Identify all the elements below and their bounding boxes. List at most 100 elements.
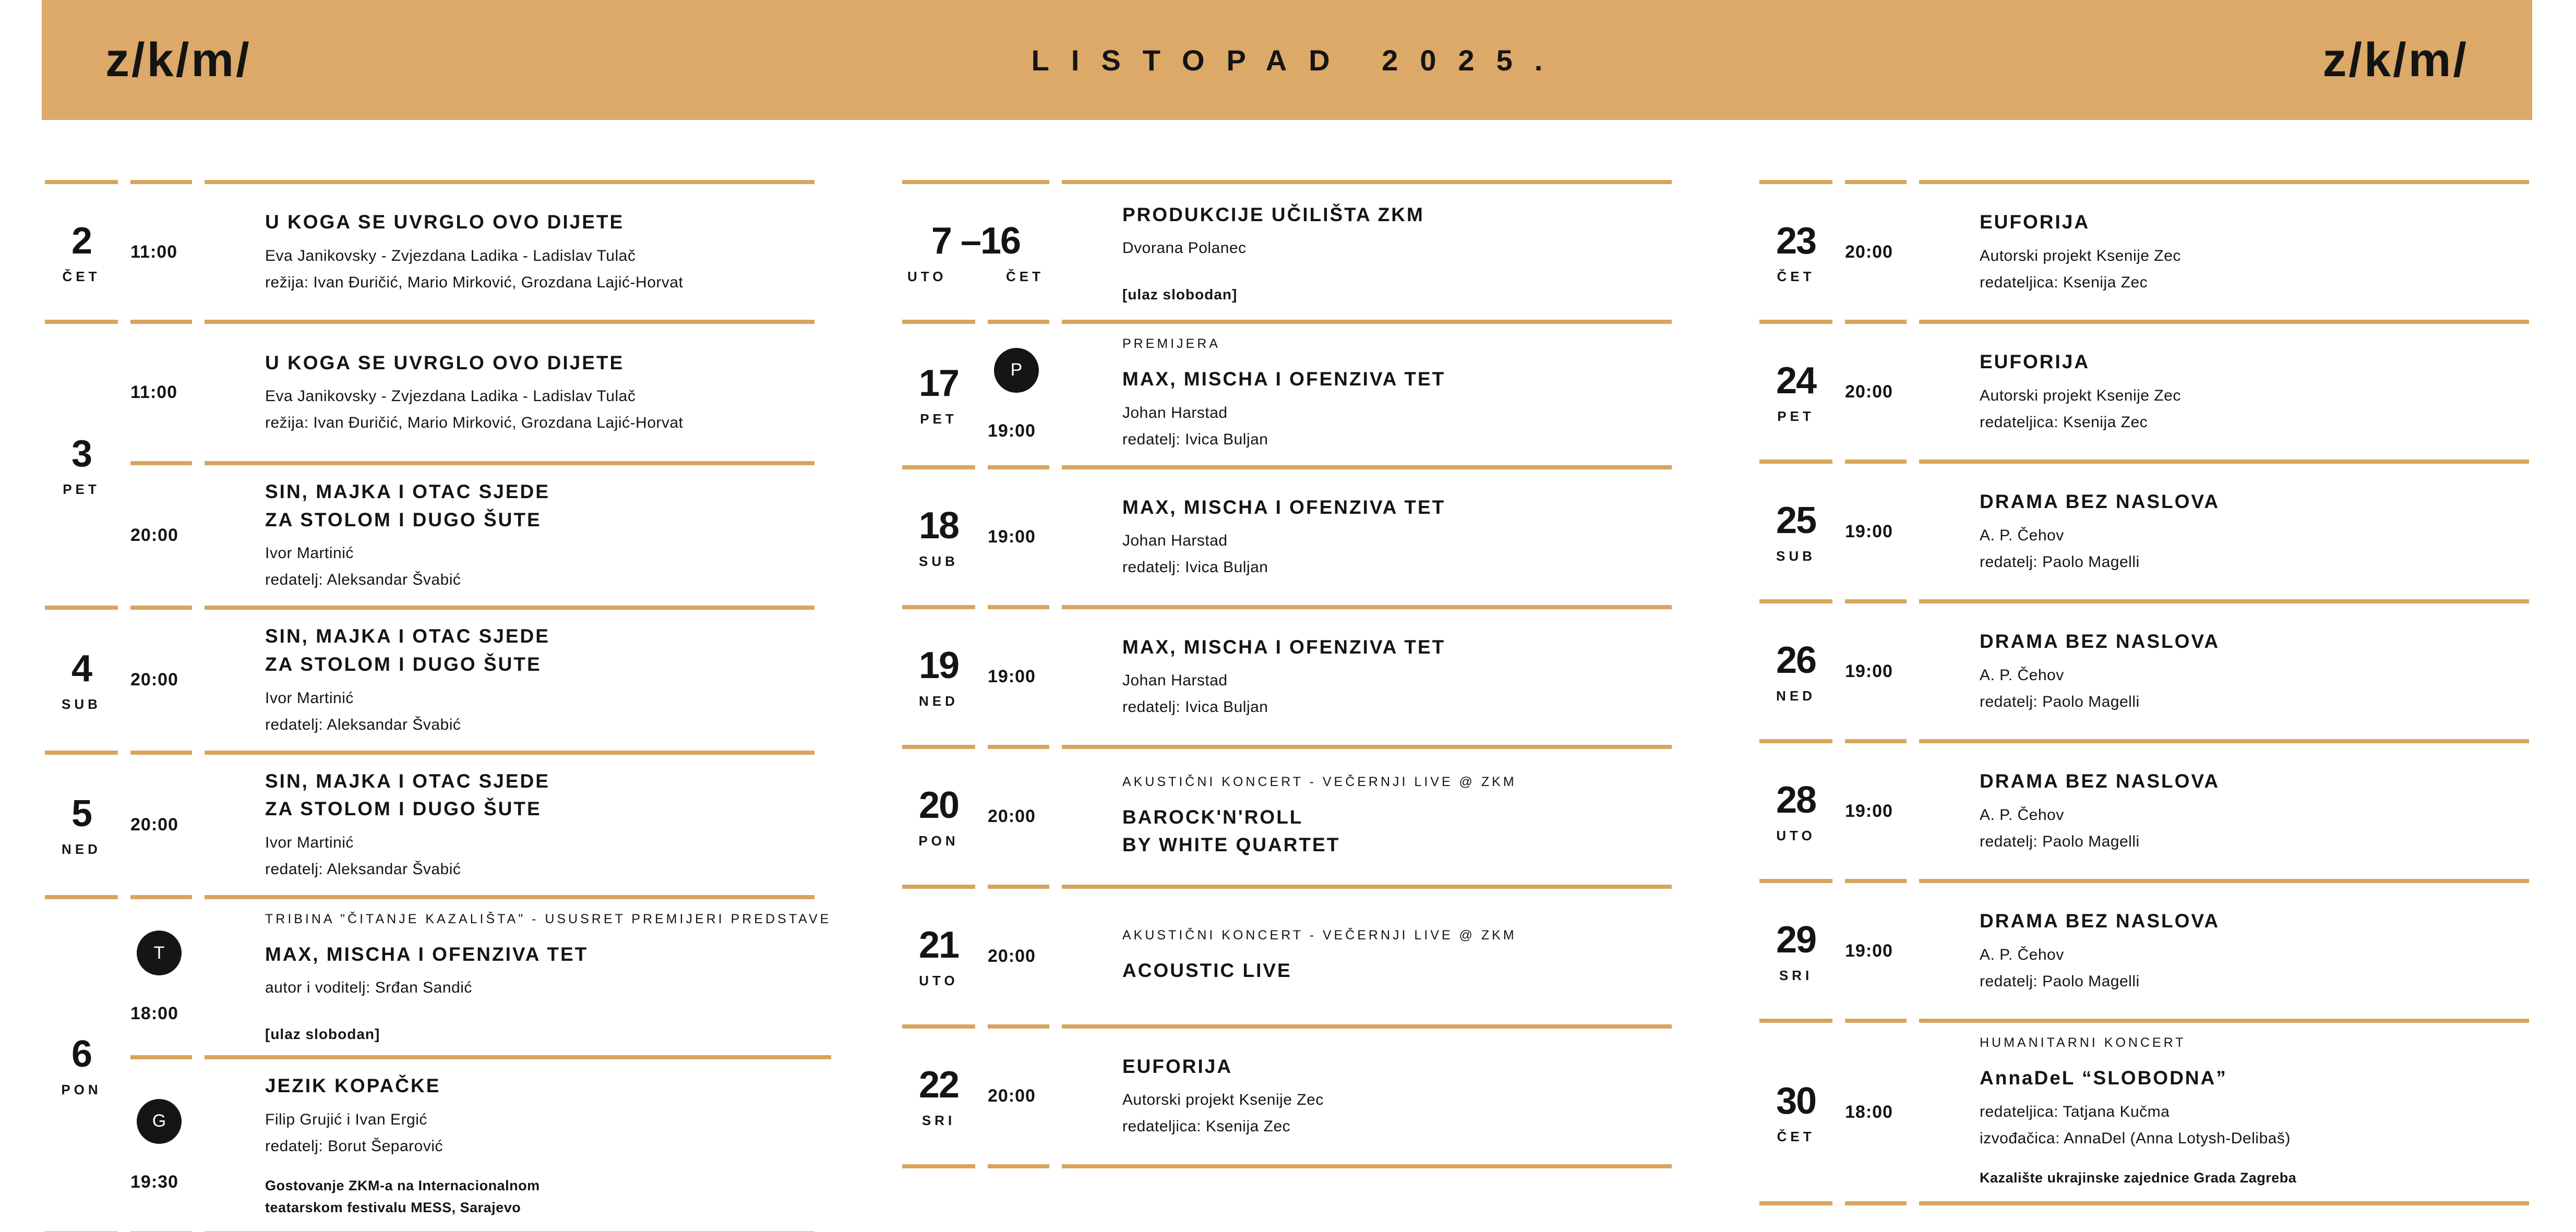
rule-dash-date — [902, 465, 975, 469]
date-cell: 6 PON — [45, 899, 118, 1231]
event-meta: autor i voditelj: Srđan Sandić — [265, 974, 831, 1001]
schedule-column: 23 ČET 20:00 EUFORIJA Autorski projekt Kseni… — [1759, 180, 2529, 1232]
event-time: 19:30 — [130, 1171, 178, 1192]
time-cell: 20:00 — [988, 889, 1049, 1024]
event: MAX, MISCHA I OFENZIVA TET Johan Harstad r… — [1062, 469, 1672, 605]
row-rules — [902, 605, 1672, 609]
event-time: 19:00 — [988, 527, 1036, 547]
date-number: 24 — [1776, 359, 1817, 402]
event: HUMANITARNI KONCERT AnnaDeL “SLOBODNA” red… — [1919, 1023, 2529, 1201]
schedule-row: 20 PON 20:00 AKUSTIČNI KONCERT - VEČERNJI L… — [902, 749, 1672, 885]
event-meta: A. P. Čehov redatelj: Paolo Magelli — [1980, 522, 2529, 575]
time-cell: 19:00 — [1845, 464, 1907, 599]
event-title: BAROCK'N'ROLL BY WHITE QUARTET — [1122, 803, 1672, 859]
day-labels: PET — [920, 411, 957, 427]
event-meta-line: režija: Ivan Đuričić, Mario Mirković, Gr… — [265, 414, 684, 432]
row-rules — [1759, 320, 2529, 324]
schedule-row: 4 SUB 20:00 SIN, MAJKA I OTAC SJEDE ZA STOLO… — [45, 610, 814, 750]
event-kicker: AKUSTIČNI KONCERT - VEČERNJI LIVE @ ZKM — [1122, 774, 1517, 789]
day-label: UTO — [919, 973, 958, 989]
rule-dash-date — [1759, 460, 1832, 464]
rule-dash-content — [1062, 320, 1672, 324]
event-meta: Ivor Martinić redatelj: Aleksandar Švabić — [265, 685, 814, 738]
date-cell: 23 ČET — [1759, 184, 1832, 320]
event-title-line: SIN, MAJKA I OTAC SJEDE — [265, 481, 550, 502]
event-title: SIN, MAJKA I OTAC SJEDE ZA STOLOM I DUGO … — [265, 622, 814, 678]
date-number: 28 — [1776, 779, 1817, 821]
event-kicker: PREMIJERA — [1122, 336, 1221, 351]
event-meta-line: redatelj: Paolo Magelli — [1980, 972, 2140, 990]
date-cell: 26 NED — [1759, 603, 1832, 739]
date-number: 26 — [1776, 639, 1817, 681]
day-label: SUB — [919, 553, 958, 570]
rule-dash-content — [1062, 465, 1672, 469]
event-meta-line: izvođačica: AnnaDel (Anna Lotysh-Delibaš… — [1980, 1129, 2291, 1147]
event-title-line: ZA STOLOM I DUGO ŠUTE — [265, 653, 542, 675]
event: EUFORIJA Autorski projekt Ksenije Zec reda… — [1062, 1029, 1672, 1164]
rule-dash-date — [45, 606, 118, 610]
event-kicker: HUMANITARNI KONCERT — [1980, 1035, 2186, 1050]
rule-dash-time — [130, 1231, 192, 1232]
event-time: 19:00 — [1845, 521, 1893, 541]
date-cell: 3 PET — [45, 324, 118, 606]
day-label: PET — [920, 410, 957, 427]
rule-dash-content — [205, 1231, 814, 1232]
rule-dash-date — [1759, 1201, 1832, 1206]
rule-dash-time — [1845, 180, 1907, 184]
row-rules — [1759, 1019, 2529, 1023]
date-number: 7 –16 — [931, 220, 1021, 262]
rule-dash-date — [45, 320, 118, 324]
event-meta-line: redateljica: Tatjana Kučma — [1980, 1103, 2170, 1120]
event-time: 19:00 — [988, 420, 1036, 441]
event-time: 19:00 — [1845, 940, 1893, 961]
event-title-line: DRAMA BEZ NASLOVA — [1980, 910, 2220, 932]
event-title-line: EUFORIJA — [1980, 211, 2090, 233]
event: U KOGA SE UVRGLO OVO DIJETE Eva Janikovsk… — [205, 324, 814, 461]
event-meta-line: redatelj: Aleksandar Švabić — [265, 860, 461, 878]
rule-dash-content — [1919, 1019, 2529, 1023]
rule-dash-date — [902, 180, 1049, 184]
rule-dash-date — [1759, 180, 1832, 184]
event-time: 20:00 — [988, 946, 1036, 967]
event-title: MAX, MISCHA I OFENZIVA TET — [1122, 633, 1672, 661]
day-label: SUB — [62, 696, 101, 712]
event-meta: Eva Janikovsky - Zvjezdana Ladika - Ladi… — [265, 383, 814, 436]
schedule-row: 24 PET 20:00 EUFORIJA Autorski projekt Kseni… — [1759, 324, 2529, 460]
date-number: 2 — [71, 220, 92, 262]
schedule-row: 22 SRI 20:00 EUFORIJA Autorski projekt Kseni… — [902, 1029, 1672, 1164]
zkm-logo-right: z/k/m/ — [2322, 33, 2469, 87]
time-cell: 19:00 — [988, 609, 1049, 745]
day-label: UTO — [907, 268, 947, 284]
event-title: MAX, MISCHA I OFENZIVA TET — [1122, 365, 1672, 393]
date-cell: 4 SUB — [45, 610, 118, 750]
event-meta-line: A. P. Čehov — [1980, 666, 2064, 684]
row-rules — [45, 750, 814, 755]
rule-dash-date — [902, 1164, 975, 1168]
event-meta-line: Autorski projekt Ksenije Zec — [1980, 386, 2181, 404]
day-label: ČET — [1777, 268, 1815, 284]
event-time: 20:00 — [1845, 241, 1893, 262]
event-title-line: DRAMA BEZ NASLOVA — [1980, 491, 2220, 513]
event: JEZIK KOPAČKE Filip Grujić i Ivan Ergić re… — [205, 1059, 831, 1231]
event-bold-note-line: Kazalište ukrajinske zajednice Grada Zag… — [1980, 1169, 2297, 1186]
event-meta: A. P. Čehov redatelj: Paolo Magelli — [1980, 662, 2529, 715]
day-label: PON — [61, 1081, 102, 1097]
rule-dash-date — [902, 884, 975, 889]
date-cell: 5 NED — [45, 755, 118, 895]
schedule-row: 26 NED 19:00 DRAMA BEZ NASLOVA A. P. Čehov re… — [1759, 603, 2529, 739]
event-badge-icon: P — [994, 347, 1039, 393]
event-bold-note-line: Gostovanje ZKM-a na Internacionalnom — [265, 1178, 540, 1194]
event: MAX, MISCHA I OFENZIVA TET Johan Harstad r… — [1062, 609, 1672, 745]
event-title-line: U KOGA SE UVRGLO OVO DIJETE — [265, 211, 625, 233]
date-number: 21 — [918, 924, 960, 967]
time-cell: P 19:00 — [988, 324, 1049, 465]
event-badge-icon: T — [137, 931, 182, 976]
event-meta-line: Autorski projekt Ksenije Zec — [1122, 1091, 1324, 1109]
event-meta-line: A. P. Čehov — [1980, 526, 2064, 544]
event-title-line: PRODUKCIJE UČILIŠTA ZKM — [1122, 203, 1424, 225]
rule-dash-date — [902, 320, 975, 324]
rule-dash-time — [988, 744, 1049, 749]
day-label: ČET — [1006, 268, 1044, 284]
rule-dash-time — [1845, 460, 1907, 464]
